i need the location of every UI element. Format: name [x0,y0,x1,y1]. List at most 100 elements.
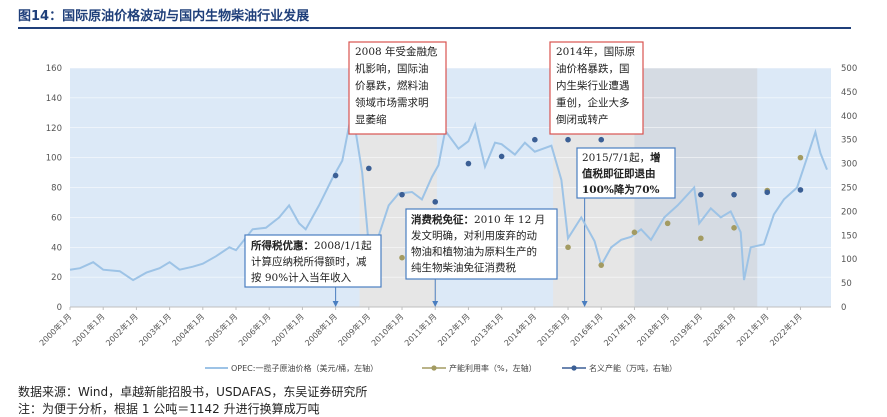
vat-line-2: 值税即征即退由 [582,167,656,180]
svg-text:领域市场需求明: 领域市场需求明 [355,96,429,109]
util-point [631,229,638,236]
crisis-line-4: 领域市场需求明 [355,96,429,109]
collapse-line-5: 倒闭或转产 [556,113,609,126]
capacity-point [764,189,771,196]
y-left-tick-label: 20 [51,273,62,283]
collapse-line-1: 2014年，国际原 [556,45,635,58]
y-left-tick-label: 60 [51,213,62,223]
capacity-point [498,153,505,160]
series-opec-price [69,109,828,282]
income-tax-line-1: 2008/1/1起 [314,240,372,252]
x-tick-label: 2000年1月 [37,311,73,347]
util-point [797,154,804,161]
crisis-line-3: 价暴跌，燃料油 [355,79,429,92]
y-right-tick-label: 50 [841,279,852,289]
x-tick-label: 2014年1月 [502,311,538,347]
footnote: 注：为便于分析，根据 1 公吨＝1142 升进行换算成万吨 [18,402,320,416]
y-right-tick-label: 200 [841,207,857,217]
y-right-tick-label: 300 [841,160,857,170]
x-tick-label: 2010年1月 [369,311,405,347]
capacity-point [432,199,439,205]
y-left-tick-label: 80 [51,184,62,194]
legend-swatch-util [431,365,437,371]
income-tax-line-2: 计算应纳税所得额时，减 [251,255,367,268]
util-point [598,262,605,268]
x-tick-label: 2013年1月 [469,311,505,347]
svg-text:内生柴行业遭遇: 内生柴行业遭遇 [556,79,630,92]
y-left-axis: 0 20 40 60 80 100 120 140 160 [46,64,62,313]
x-tick-label: 2008年1月 [303,311,339,347]
y-left-tick-label: 0 [57,303,62,313]
x-tick-label: 2017年1月 [601,311,637,347]
consumption-tax-line-2: 发文明确，对利用废弃的动 [411,229,537,242]
collapse-line-4: 重创，企业大多 [556,96,630,109]
event-arrow [581,301,588,307]
y-right-tick-label: 0 [841,303,846,313]
x-tick-label: 2007年1月 [269,311,305,347]
capacity-point [399,191,405,198]
y-right-tick-label: 500 [841,64,857,74]
util-point [399,254,405,261]
x-tick-label: 2015年1月 [535,311,571,347]
legend-label-util: 产能利用率（%，左轴） [449,363,537,373]
source-note: 数据来源：Wind，卓越新能招股书，USDAFAS，东吴证券研究所 [18,385,368,399]
x-tick-label: 2009年1月 [336,311,372,347]
crisis-line-5: 显萎缩 [355,113,387,126]
annotation-crisis-2008: 2008 年受金融危 机影响，国际油 价暴跌，燃料油 领域市场需求明 显萎缩 [348,41,447,135]
legend-label-price: OPEC:一揽子原油价格（美元/桶，左轴） [231,363,378,373]
y-right-tick-label: 250 [841,184,857,194]
capacity-point [532,136,538,143]
y-right-axis: 0 50 100 150 200 250 300 350 400 450 500 [841,64,857,313]
svg-text:2008 年受金融危: 2008 年受金融危 [355,45,438,58]
svg-text:100%降为70%: 100%降为70% [582,183,660,196]
x-tick-label: 2022年1月 [767,311,803,347]
x-axis: 2000年1月2001年1月2002年1月2003年1月2004年1月2005年… [37,306,831,348]
y-left-tick-label: 100 [46,154,62,164]
capacity-point [565,136,571,143]
svg-text:油价格暴跌，国: 油价格暴跌，国 [556,62,630,75]
svg-text:重创，企业大多: 重创，企业大多 [556,96,630,109]
svg-text:所得税优惠：2008/1/1起: 所得税优惠：2008/1/1起 [251,239,372,252]
svg-text:价暴跌，燃料油: 价暴跌，燃料油 [355,79,429,92]
consumption-tax-line-3: 物油和植物油为原料生产的 [411,245,537,258]
capacity-point [366,165,372,172]
vat-line-1-suffix: 增 [650,151,661,164]
y-right-tick-label: 100 [841,255,857,265]
title-rule [18,27,851,29]
x-tick-label: 2020年1月 [701,311,737,347]
svg-text:倒闭或转产: 倒闭或转产 [556,113,609,126]
capacity-point [731,191,737,198]
x-tick-label: 2011年1月 [402,311,438,347]
consumption-tax-line-4: 纯生物柴油免征消费税 [411,261,516,274]
legend-label-cap: 名义产能（万吨，右轴） [589,363,677,373]
util-point [698,235,704,242]
event-markers [332,198,588,307]
legend-swatch-cap [571,365,577,371]
capacity-point [598,136,605,143]
collapse-line-3: 内生柴行业遭遇 [556,79,630,92]
x-tick-label: 2005年1月 [203,311,239,347]
income-tax-heading: 所得税优惠： [251,239,314,252]
svg-text:按 90%计入当年收入: 按 90%计入当年收入 [251,271,352,284]
util-point [565,244,571,251]
capacity-point [465,160,472,167]
svg-text:显萎缩: 显萎缩 [355,113,387,126]
crisis-line-1: 2008 年受金融危 [355,45,438,58]
crisis-line-2: 机影响，国际油 [355,62,429,75]
x-tick-label: 2019年1月 [668,311,704,347]
svg-text:2015/7/1起，增: 2015/7/1起，增 [582,151,661,164]
event-arrow [432,301,439,307]
y-right-tick-label: 400 [841,112,857,122]
annotation-consumption-tax-2011: 消费税免征：2010 年 12 月 发文明确，对利用废弃的动 物油和植物油为原料… [405,208,558,280]
y-left-tick-label: 120 [46,124,62,134]
x-tick-label: 2006年1月 [236,311,272,347]
vat-line-1: 2015/7/1起， [582,152,650,164]
x-tick-label: 2004年1月 [170,311,206,347]
svg-text:机影响，国际油: 机影响，国际油 [355,62,429,75]
x-tick-label: 2016年1月 [568,311,604,347]
legend: OPEC:一揽子原油价格（美元/桶，左轴） 产能利用率（%，左轴） 名义产能（万… [205,363,677,373]
collapse-line-2: 油价格暴跌，国 [556,62,630,75]
svg-text:计算应纳税所得额时，减: 计算应纳税所得额时，减 [251,255,367,268]
x-tick-label: 2012年1月 [435,311,471,347]
y-left-tick-label: 140 [46,94,62,104]
